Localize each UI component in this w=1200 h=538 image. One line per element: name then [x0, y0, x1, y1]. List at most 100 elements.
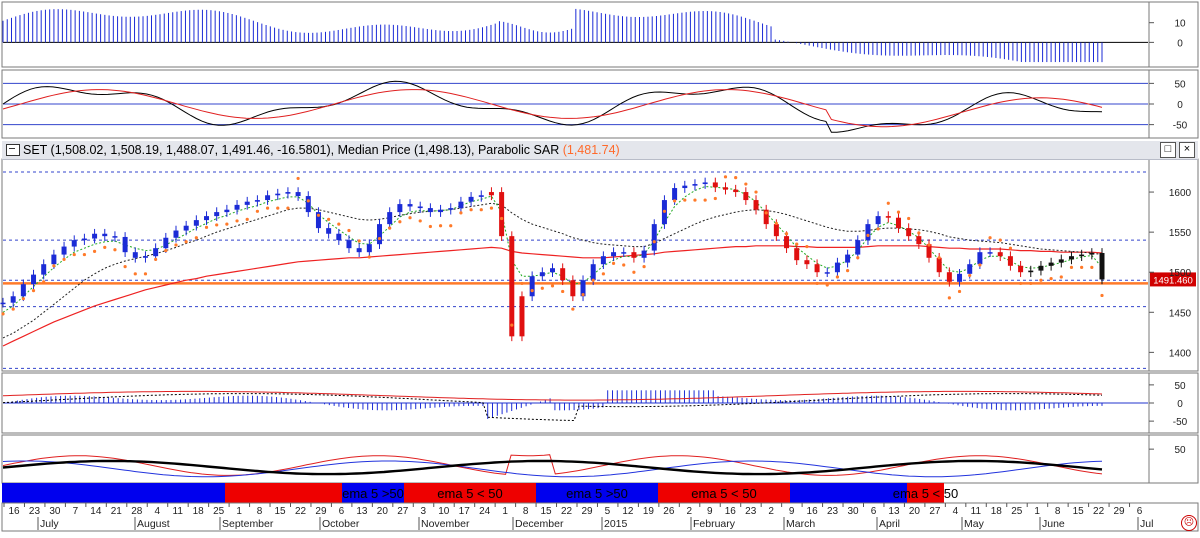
sar-dot	[1008, 246, 1013, 250]
candle-body	[20, 284, 26, 297]
sar-value: (1,481.74)	[562, 143, 620, 157]
sar-dot	[184, 240, 188, 244]
candle-body	[1028, 270, 1034, 273]
month-label: 2015	[604, 518, 628, 530]
candle-body	[122, 236, 128, 253]
day-label: 17	[459, 506, 471, 517]
maximize-button[interactable]: □	[1160, 142, 1176, 158]
ema-band	[342, 483, 404, 503]
candle-body	[621, 252, 627, 254]
close-button[interactable]: ×	[1179, 142, 1195, 158]
day-label: 24	[479, 506, 491, 517]
sar-dot	[489, 206, 494, 210]
status-face-icon: ☹	[1181, 515, 1197, 531]
sar-dot	[896, 210, 901, 214]
sar-dot	[276, 206, 280, 210]
y-tick-label: 1450	[1169, 308, 1192, 319]
day-label: 13	[888, 506, 900, 517]
sar-dot	[876, 227, 880, 231]
day-label: 11	[173, 506, 184, 517]
last-price-label: 1491.460	[1153, 275, 1193, 286]
candle-body	[519, 296, 525, 337]
day-label: 1	[236, 506, 242, 517]
ema-band	[790, 483, 907, 503]
candle-body	[193, 220, 199, 226]
candle-body	[651, 224, 657, 251]
day-label: 1	[502, 506, 508, 517]
candle-body	[244, 201, 250, 205]
sar-dot	[805, 244, 809, 249]
candle-body	[936, 257, 942, 273]
sar-dot	[825, 283, 829, 287]
day-label: 22	[295, 506, 307, 517]
day-label: 23	[745, 506, 757, 517]
sar-dot	[418, 219, 422, 223]
sar-dot	[713, 196, 717, 201]
candle-body	[41, 264, 47, 275]
candle-body	[1048, 262, 1054, 266]
candle-body	[315, 212, 321, 229]
candle-body	[895, 217, 901, 229]
y-tick-label: 50	[1174, 79, 1186, 90]
candle-body	[875, 216, 881, 225]
month-label: October	[322, 518, 360, 530]
candle-body	[356, 248, 362, 253]
candle-body	[417, 206, 423, 209]
candle-body	[1038, 265, 1044, 271]
sar-dot	[866, 233, 870, 237]
candle-body	[1058, 259, 1064, 263]
candle-body	[1079, 254, 1085, 257]
oscillator-top-panel	[2, 8, 1148, 63]
month-label: June	[1042, 518, 1065, 530]
day-label: 29	[1114, 506, 1126, 517]
sar-dot	[286, 206, 290, 210]
ema-band-label: ema 5 < 50	[691, 486, 756, 501]
candle-body	[967, 264, 973, 274]
sar-dot	[571, 307, 575, 311]
price-panel-titlebar: SET (1,508.02, 1,508.19, 1,488.07, 1,491…	[2, 141, 1198, 160]
sar-dot	[561, 289, 565, 294]
sar-dot	[520, 281, 524, 286]
sar-dot	[1018, 281, 1023, 286]
month-label: May	[964, 518, 985, 530]
y-tick-label: 10	[1174, 19, 1186, 30]
sar-dot	[947, 296, 951, 300]
sar-dot	[327, 217, 331, 221]
day-label: 30	[49, 506, 61, 517]
day-label: 18	[193, 506, 205, 517]
sar-dot	[988, 236, 992, 240]
candle-body	[509, 236, 515, 337]
candle-body	[458, 201, 464, 209]
candle-body	[946, 272, 952, 282]
sar-dot	[662, 209, 667, 213]
sar-dot	[1069, 265, 1074, 270]
sar-dot	[469, 208, 473, 212]
candle-body	[265, 195, 271, 201]
sar-dot	[530, 289, 534, 293]
momentum-line	[2, 80, 1103, 133]
day-label: 7	[73, 506, 79, 517]
candle-body	[753, 200, 759, 210]
sar-dot	[917, 231, 921, 235]
sar-dot	[377, 236, 382, 241]
candle-body	[550, 268, 555, 273]
candle-body	[438, 209, 444, 213]
candle-body	[926, 244, 932, 258]
candle-body	[600, 256, 606, 265]
sar-dot	[591, 278, 595, 282]
price-panel-title: SET (1,508.02, 1,508.19, 1,488.07, 1,491…	[23, 142, 620, 158]
candle-body	[997, 252, 1003, 257]
candle-body	[743, 192, 749, 201]
panel-axis-frame-0	[1148, 1, 1199, 68]
sar-dot	[42, 280, 46, 284]
candle-body	[448, 208, 454, 210]
day-label: 6	[339, 506, 345, 517]
sar-dot	[296, 176, 300, 181]
ema-band-strip: ema 5 >50 ema 5 < 50 ema 5 >50 ema 5 < 50 em…	[2, 483, 958, 503]
candle-body	[865, 224, 871, 241]
candle-body	[529, 276, 535, 297]
candle-body	[397, 204, 403, 213]
panel-frame-2	[1, 158, 1150, 372]
day-label: 8	[523, 506, 529, 517]
ema-band	[120, 483, 225, 503]
